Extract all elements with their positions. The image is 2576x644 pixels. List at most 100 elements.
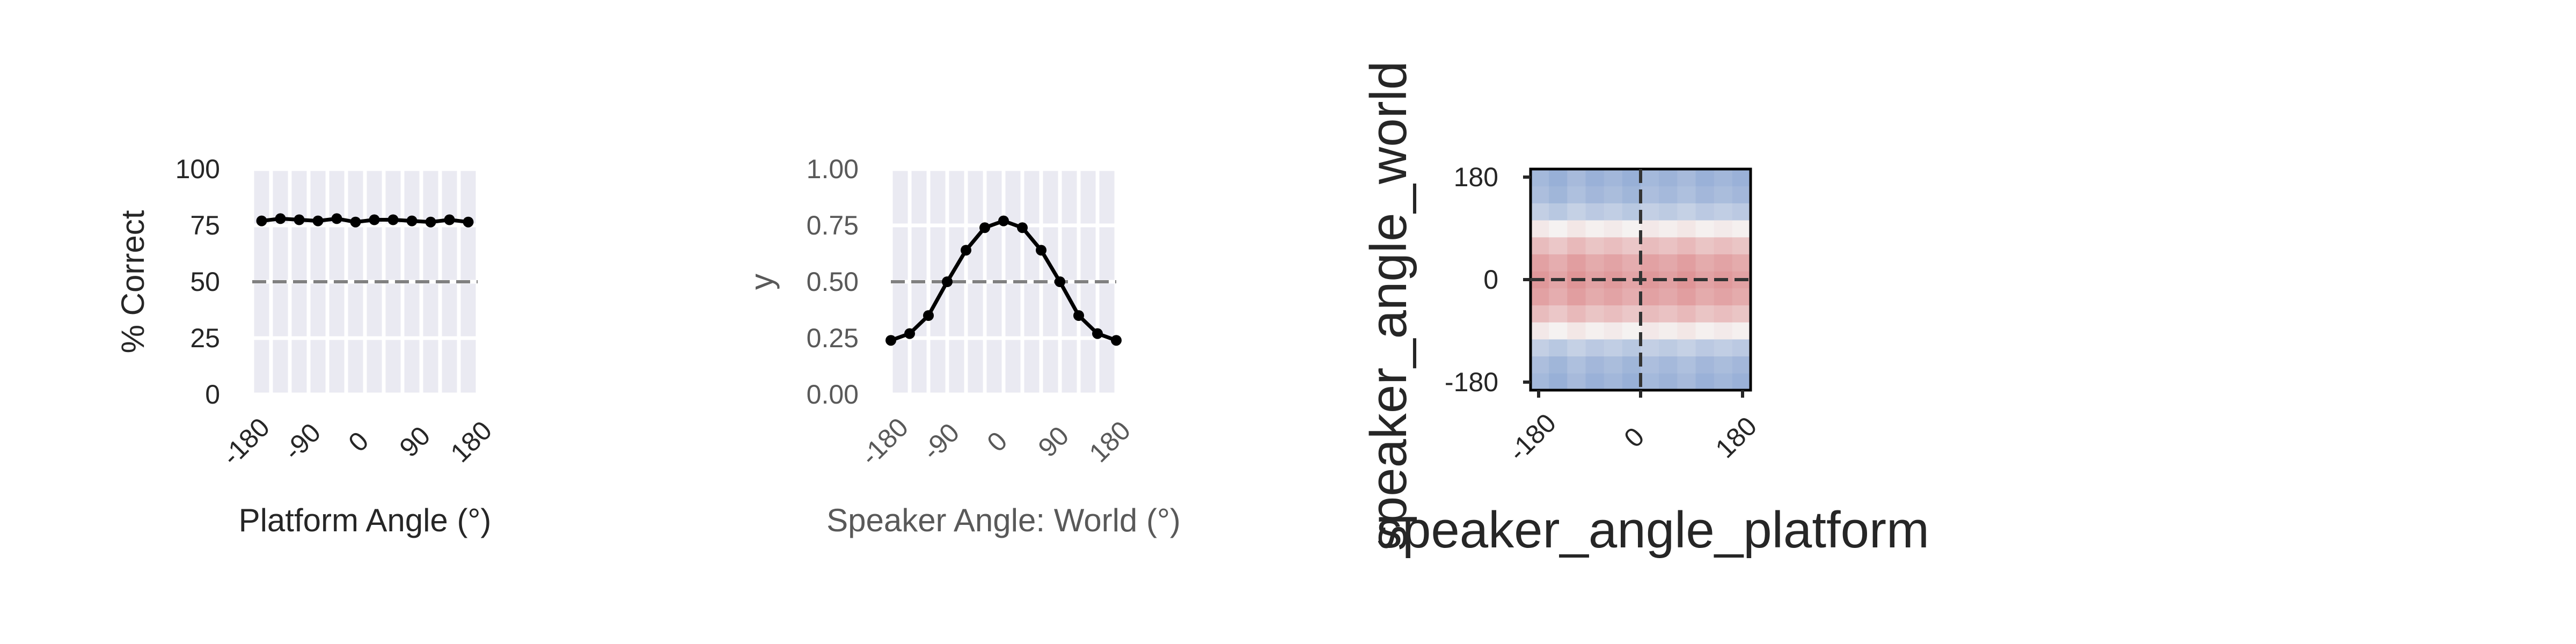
heatmap-cell — [1622, 339, 1641, 357]
y-tick-labels: -180 0 180 — [1445, 162, 1531, 397]
heatmap-cell — [1622, 220, 1641, 238]
data-point — [463, 216, 474, 228]
heatmap-cell — [1659, 322, 1678, 340]
heatmap-cell — [1732, 237, 1751, 254]
y-tick-label: 50 — [190, 267, 220, 297]
heatmap-cell — [1567, 237, 1586, 254]
heatmap-cell — [1695, 186, 1715, 203]
heatmap-cell — [1549, 322, 1568, 340]
heatmap-cell — [1567, 203, 1586, 221]
heatmap-cell — [1567, 322, 1586, 340]
heatmap-cell — [1714, 305, 1733, 323]
heatmap-cell — [1622, 169, 1641, 187]
data-point — [331, 213, 342, 224]
data-point — [350, 216, 361, 228]
x-tick-label: 0 — [342, 426, 374, 457]
heatmap-cell — [1585, 356, 1605, 374]
heatmap-cell — [1677, 220, 1696, 238]
heatmap-cell — [1714, 169, 1733, 187]
heatmap-cell — [1659, 169, 1678, 187]
heatmap-cell — [1567, 288, 1586, 306]
heatmap-cell — [1549, 356, 1568, 374]
data-point — [444, 214, 455, 225]
heatmap-cell — [1732, 254, 1751, 272]
y-axis-label: % Correct — [115, 210, 151, 353]
data-point — [275, 213, 286, 224]
heatmap-cell — [1622, 322, 1641, 340]
chart-panel-platform-angle: 0 25 50 75 100 -180 -90 0 90 180 % Correct Platf… — [115, 154, 497, 538]
heatmap-cell — [1567, 220, 1586, 238]
heatmap-cell — [1604, 186, 1623, 203]
heatmap-cell — [1585, 288, 1605, 306]
heatmap-cell — [1677, 339, 1696, 357]
heatmap-cell — [1659, 186, 1678, 203]
x-tick-label: 180 — [1710, 411, 1763, 464]
heatmap-cell — [1567, 339, 1586, 357]
heatmap-cell — [1695, 288, 1715, 306]
data-point — [904, 328, 915, 339]
heatmap-cell — [1567, 373, 1586, 391]
heatmap-cell — [1641, 356, 1659, 374]
data-point — [885, 335, 896, 346]
heatmap-cell — [1567, 186, 1586, 203]
data-point — [1111, 335, 1122, 346]
heatmap-cell — [1531, 254, 1549, 272]
heatmap-cell — [1659, 356, 1678, 374]
data-point — [923, 310, 934, 321]
heatmap-cell — [1695, 237, 1715, 254]
heatmap-cell — [1714, 186, 1733, 203]
data-point — [369, 214, 380, 225]
data-point — [961, 245, 971, 256]
heatmap-cell — [1531, 339, 1549, 357]
heatmap-cell — [1677, 288, 1696, 306]
heatmap-cell — [1677, 356, 1696, 374]
heatmap-cell — [1659, 339, 1678, 357]
heatmap-cell — [1732, 220, 1751, 238]
x-tick-label: 90 — [394, 421, 436, 463]
heatmap-cell — [1641, 288, 1659, 306]
heatmap-cell — [1677, 169, 1696, 187]
x-tick-label: -90 — [917, 418, 965, 466]
y-axis-label: y — [744, 274, 780, 290]
heatmap-cell — [1585, 237, 1605, 254]
heatmap-cell — [1549, 220, 1568, 238]
data-point — [1055, 276, 1065, 287]
x-axis-label: Speaker Angle: World (°) — [826, 502, 1181, 538]
heatmap-cell — [1677, 254, 1696, 272]
heatmap-cell — [1531, 186, 1549, 203]
heatmap-cell — [1677, 203, 1696, 221]
heatmap-cell — [1549, 186, 1568, 203]
y-tick-labels: 0.00 0.25 0.50 0.75 1.00 — [807, 154, 859, 409]
x-tick-label: -180 — [216, 412, 275, 471]
heatmap-cell — [1659, 203, 1678, 221]
x-tick-label: 0 — [1618, 421, 1650, 453]
y-tick-label: 100 — [175, 154, 220, 184]
data-point — [387, 214, 399, 225]
heatmap-cell — [1604, 356, 1623, 374]
heatmap-cell — [1549, 288, 1568, 306]
heatmap-cell — [1714, 339, 1733, 357]
heatmap-cell — [1622, 305, 1641, 323]
heatmap-cell — [1714, 254, 1733, 272]
heatmap-cell — [1677, 322, 1696, 340]
heatmap-cell — [1585, 203, 1605, 221]
x-tick-labels: -180 -90 0 90 180 — [855, 412, 1136, 471]
data-point — [998, 215, 1009, 226]
heatmap-cell — [1622, 288, 1641, 306]
heatmap-cell — [1677, 186, 1696, 203]
heatmap-cell — [1659, 305, 1678, 323]
heatmap-cell — [1531, 322, 1549, 340]
heatmap-cell — [1695, 305, 1715, 323]
heatmap-cell — [1695, 373, 1715, 391]
heatmap-cell — [1604, 305, 1623, 323]
data-point — [1073, 310, 1084, 321]
chart-panel-heatmap: -180 0 180 -180 0 180 speaker_angle_world sp… — [1360, 61, 1929, 559]
data-point — [942, 276, 953, 287]
heatmap-cell — [1604, 339, 1623, 357]
heatmap-cell — [1641, 339, 1659, 357]
data-point — [1092, 328, 1103, 339]
heatmap-cell — [1714, 237, 1733, 254]
heatmap-cell — [1641, 203, 1659, 221]
y-axis-label: speaker_angle_world — [1360, 61, 1417, 551]
y-tick-label: 25 — [190, 323, 220, 353]
